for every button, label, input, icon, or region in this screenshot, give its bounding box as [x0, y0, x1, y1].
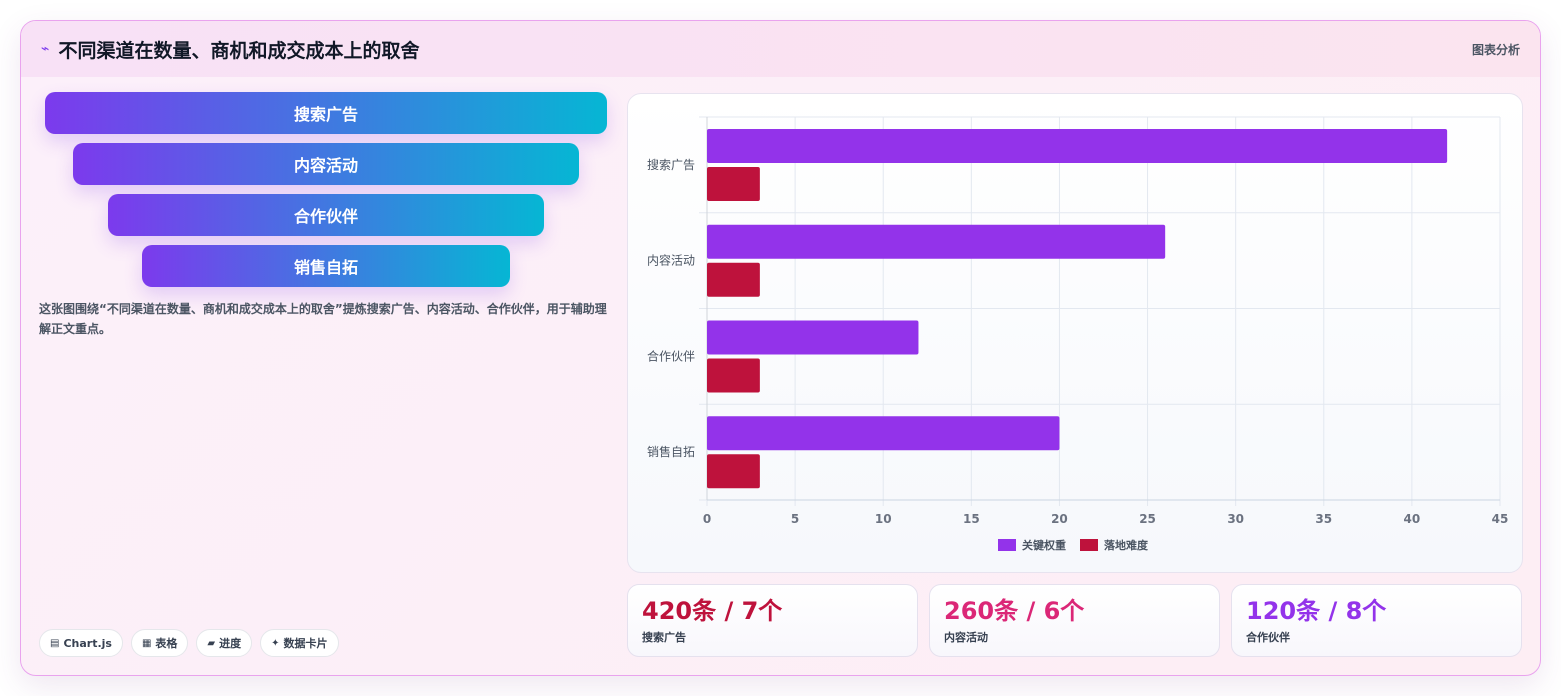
x-tick-label: 45 [1492, 512, 1509, 526]
x-tick-label: 40 [1404, 512, 1421, 526]
chip-label: Chart.js [63, 636, 112, 650]
legend-swatch [1080, 539, 1098, 551]
sparkle-icon: ✦ [271, 637, 280, 649]
funnel-item-search-ads: 搜索广告 [45, 92, 607, 134]
bar-difficulty [707, 358, 760, 393]
x-tick-label: 0 [703, 512, 711, 526]
y-tick-label: 合作伙伴 [647, 348, 695, 363]
y-tick-label: 销售自拓 [647, 444, 695, 459]
stat-value: 420条 / 7个 [642, 597, 783, 625]
bar-difficulty [707, 262, 760, 297]
chart-card: ⌁ 不同渠道在数量、商机和成交成本上的取舍 图表分析 搜索广告 内容活动 合作伙… [20, 20, 1541, 676]
table-icon: ▦ [141, 637, 152, 649]
tech-chips: ▤ Chart.js ▦ 表格 ▰ 进度 ✦ 数据卡片 [39, 629, 339, 657]
stat-label: 合作伙伴 [1246, 631, 1290, 644]
funnel-item-content-events: 内容活动 [73, 143, 579, 185]
stat-label: 内容活动 [944, 631, 988, 644]
stat-card-search-ads: 420条 / 7个 搜索广告 [627, 584, 918, 657]
funnel-item-self-prospecting: 销售自拓 [142, 245, 510, 287]
legend-label: 落地难度 [1104, 538, 1149, 552]
funnel-item-partners: 合作伙伴 [108, 194, 544, 236]
bar-key-weight [707, 320, 919, 355]
legend-swatch [998, 539, 1016, 551]
legend-label: 关键权重 [1022, 538, 1066, 552]
chip-progress[interactable]: ▰ 进度 [196, 629, 253, 657]
chip-label: 数据卡片 [283, 637, 328, 650]
chip-label: 进度 [219, 637, 242, 650]
chart-description: 这张图围绕“不同渠道在数量、商机和成交成本上的取舍”提炼搜索广告、内容活动、合作… [39, 302, 607, 336]
y-tick-label: 内容活动 [647, 253, 695, 268]
chart-analysis-tag: 图表分析 [1471, 42, 1520, 57]
bar-difficulty [707, 454, 760, 489]
x-tick-label: 30 [1227, 512, 1244, 526]
stat-value: 120条 / 8个 [1246, 597, 1387, 625]
x-tick-label: 35 [1315, 512, 1332, 526]
x-tick-label: 5 [791, 512, 799, 526]
chart-line-icon: ⌁ [41, 41, 50, 57]
stat-label: 搜索广告 [642, 631, 686, 644]
chip-label: 表格 [155, 637, 178, 650]
stat-value: 260条 / 6个 [944, 597, 1085, 625]
chart-icon: ▤ [50, 637, 60, 649]
chip-table[interactable]: ▦ 表格 [130, 629, 189, 657]
stat-card-content-events: 260条 / 6个 内容活动 [929, 584, 1220, 657]
stat-card-partners: 120条 / 8个 合作伙伴 [1231, 584, 1522, 657]
card-title: 不同渠道在数量、商机和成交成本上的取舍 [58, 39, 420, 62]
x-tick-label: 20 [1051, 512, 1068, 526]
card-header: ⌁ 不同渠道在数量、商机和成交成本上的取舍 图表分析 [21, 21, 1540, 77]
x-tick-label: 10 [875, 512, 892, 526]
bar-key-weight [707, 224, 1166, 259]
chart-panel: 0 5 10 15 20 25 30 35 40 45 搜索广告内容活动合作伙伴销售自拓关键权重 落地… [627, 93, 1523, 573]
y-tick-label: 搜索广告 [647, 157, 695, 172]
chip-data-card[interactable]: ✦ 数据卡片 [260, 629, 339, 657]
bar-key-weight [707, 416, 1060, 451]
chip-chartjs[interactable]: ▤ Chart.js [39, 629, 123, 657]
x-tick-label: 15 [963, 512, 980, 526]
bar-difficulty [707, 167, 760, 201]
bar-key-weight [707, 129, 1448, 163]
progress-icon: ▰ [207, 637, 216, 649]
x-tick-label: 25 [1139, 512, 1156, 526]
